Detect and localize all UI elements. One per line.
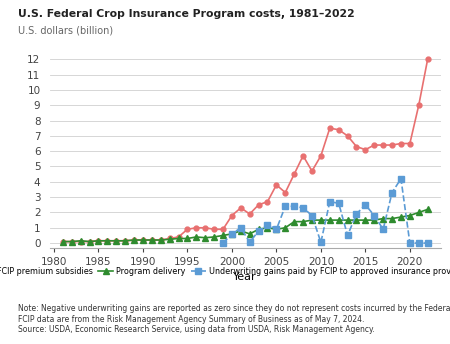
X-axis label: Year: Year bbox=[234, 272, 257, 282]
Legend: FCIP premium subsidies, Program delivery, Underwriting gains paid by FCIP to app: FCIP premium subsidies, Program delivery… bbox=[0, 264, 450, 279]
Text: Note: Negative underwriting gains are reported as zero since they do not represe: Note: Negative underwriting gains are re… bbox=[18, 304, 450, 334]
Text: U.S. dollars (billion): U.S. dollars (billion) bbox=[18, 26, 113, 36]
Text: U.S. Federal Crop Insurance Program costs, 1981–2022: U.S. Federal Crop Insurance Program cost… bbox=[18, 9, 355, 19]
